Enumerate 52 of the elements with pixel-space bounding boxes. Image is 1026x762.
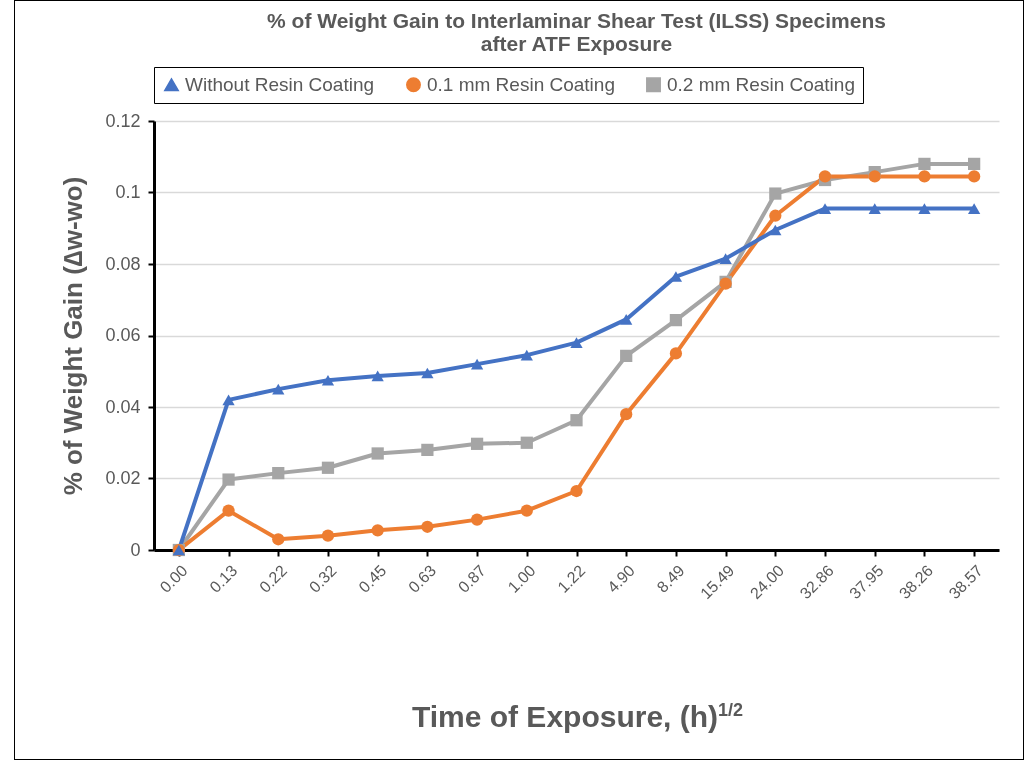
y-axis-title: % of Weight Gain (∆w-wo) bbox=[58, 176, 89, 496]
point bbox=[570, 414, 583, 427]
point bbox=[321, 529, 335, 542]
point bbox=[620, 314, 633, 325]
point bbox=[421, 443, 434, 457]
x-tick-label: 0.63 bbox=[405, 561, 440, 596]
point bbox=[868, 203, 881, 214]
point bbox=[769, 209, 782, 222]
point bbox=[968, 157, 981, 171]
x-tick-label: 8.49 bbox=[653, 561, 688, 596]
point bbox=[321, 374, 335, 386]
point bbox=[818, 203, 832, 214]
y-tick-label: 0.1 bbox=[115, 182, 141, 202]
point bbox=[620, 408, 633, 421]
x-tick-label: 0.32 bbox=[305, 561, 340, 596]
point bbox=[272, 467, 285, 480]
legend-label: 0.1 mm Resin Coating bbox=[427, 73, 615, 95]
point bbox=[520, 504, 533, 517]
text: after ATF Exposure bbox=[480, 31, 673, 55]
text: % of Weight Gain to Interlaminar Shear Test (ILSS) Specimens bbox=[267, 8, 886, 32]
y-tick-label: 0.08 bbox=[105, 253, 141, 274]
point bbox=[470, 437, 484, 450]
point bbox=[669, 314, 683, 327]
point bbox=[968, 170, 981, 183]
y-tick-label: 0.04 bbox=[105, 396, 141, 417]
point bbox=[968, 203, 981, 214]
legend-label: 0.2 mm Resin Coating bbox=[667, 73, 855, 95]
x-tick-label: 0.22 bbox=[256, 561, 291, 596]
y-tick-label: 0.02 bbox=[105, 468, 141, 488]
x-axis-title: Time of Exposure, (h)$^{1/2}$ bbox=[410, 700, 745, 734]
point bbox=[272, 383, 285, 395]
point bbox=[421, 520, 434, 533]
x-tick-label: 0.13 bbox=[206, 561, 241, 596]
y-tick-label: 0.06 bbox=[105, 325, 141, 345]
y-tick-label: 0 bbox=[130, 539, 141, 560]
point bbox=[669, 347, 683, 360]
point bbox=[321, 461, 335, 474]
point bbox=[272, 533, 285, 546]
point bbox=[570, 484, 583, 498]
point bbox=[918, 157, 931, 171]
point bbox=[470, 358, 484, 370]
legend-label: Without Resin Coating bbox=[185, 73, 375, 95]
point bbox=[620, 349, 633, 362]
point bbox=[520, 436, 533, 449]
x-tick-label: 0.00 bbox=[156, 561, 191, 596]
point bbox=[868, 170, 881, 183]
point bbox=[470, 513, 484, 526]
x-tick-label: 4.90 bbox=[603, 561, 639, 596]
y-tick-label: 0.12 bbox=[105, 110, 141, 131]
x-tick-label: 0.45 bbox=[355, 561, 390, 596]
point bbox=[818, 170, 832, 183]
point bbox=[520, 349, 533, 361]
